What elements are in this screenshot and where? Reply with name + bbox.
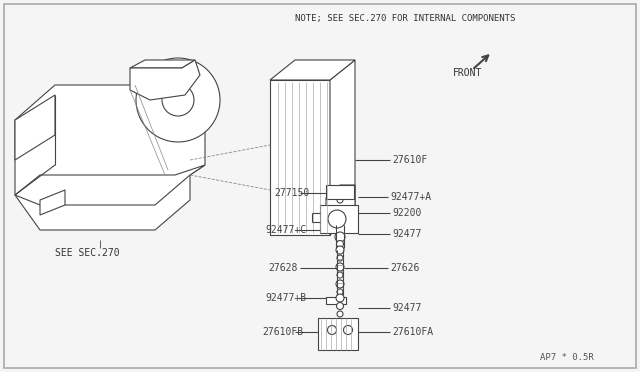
- Text: 27610FB: 27610FB: [262, 327, 303, 337]
- Polygon shape: [130, 60, 200, 100]
- Bar: [320, 205, 358, 233]
- Text: 92477: 92477: [392, 303, 421, 313]
- Text: 92477+C: 92477+C: [265, 225, 306, 235]
- Text: 92200: 92200: [392, 208, 421, 218]
- Polygon shape: [326, 185, 355, 225]
- Text: SEE SEC.270: SEE SEC.270: [55, 248, 120, 258]
- Polygon shape: [15, 85, 205, 230]
- Text: 92477+A: 92477+A: [390, 192, 431, 202]
- Circle shape: [335, 187, 345, 197]
- Text: AP7 * 0.5R: AP7 * 0.5R: [540, 353, 594, 362]
- Polygon shape: [270, 60, 355, 80]
- Circle shape: [136, 58, 220, 142]
- Circle shape: [337, 197, 343, 203]
- Polygon shape: [15, 165, 205, 205]
- Bar: [326, 297, 346, 304]
- Bar: [326, 185, 354, 199]
- Polygon shape: [330, 60, 355, 235]
- Circle shape: [337, 272, 343, 278]
- Circle shape: [337, 241, 344, 247]
- Polygon shape: [40, 190, 65, 215]
- Text: 27626: 27626: [390, 263, 419, 273]
- Circle shape: [336, 246, 344, 254]
- Circle shape: [328, 326, 337, 334]
- Text: NOTE; SEE SEC.270 FOR INTERNAL COMPONENTS: NOTE; SEE SEC.270 FOR INTERNAL COMPONENT…: [295, 13, 515, 22]
- Text: 27610F: 27610F: [392, 155, 428, 165]
- Text: 92477+B: 92477+B: [265, 293, 306, 303]
- Polygon shape: [130, 60, 195, 68]
- Polygon shape: [15, 95, 55, 160]
- Circle shape: [335, 232, 345, 242]
- Circle shape: [344, 326, 353, 334]
- Circle shape: [337, 311, 343, 317]
- Bar: [270, 80, 330, 235]
- Circle shape: [336, 263, 344, 271]
- Circle shape: [337, 255, 343, 261]
- Bar: [318, 318, 358, 350]
- Circle shape: [336, 280, 344, 288]
- Circle shape: [162, 84, 194, 116]
- Text: 27610FA: 27610FA: [392, 327, 433, 337]
- Text: 277150: 277150: [274, 188, 309, 198]
- Text: 92477: 92477: [392, 229, 421, 239]
- Text: FRONT: FRONT: [453, 68, 483, 78]
- Circle shape: [336, 294, 344, 302]
- Circle shape: [337, 289, 343, 295]
- Circle shape: [337, 302, 344, 310]
- Circle shape: [328, 210, 346, 228]
- Text: 27628: 27628: [268, 263, 298, 273]
